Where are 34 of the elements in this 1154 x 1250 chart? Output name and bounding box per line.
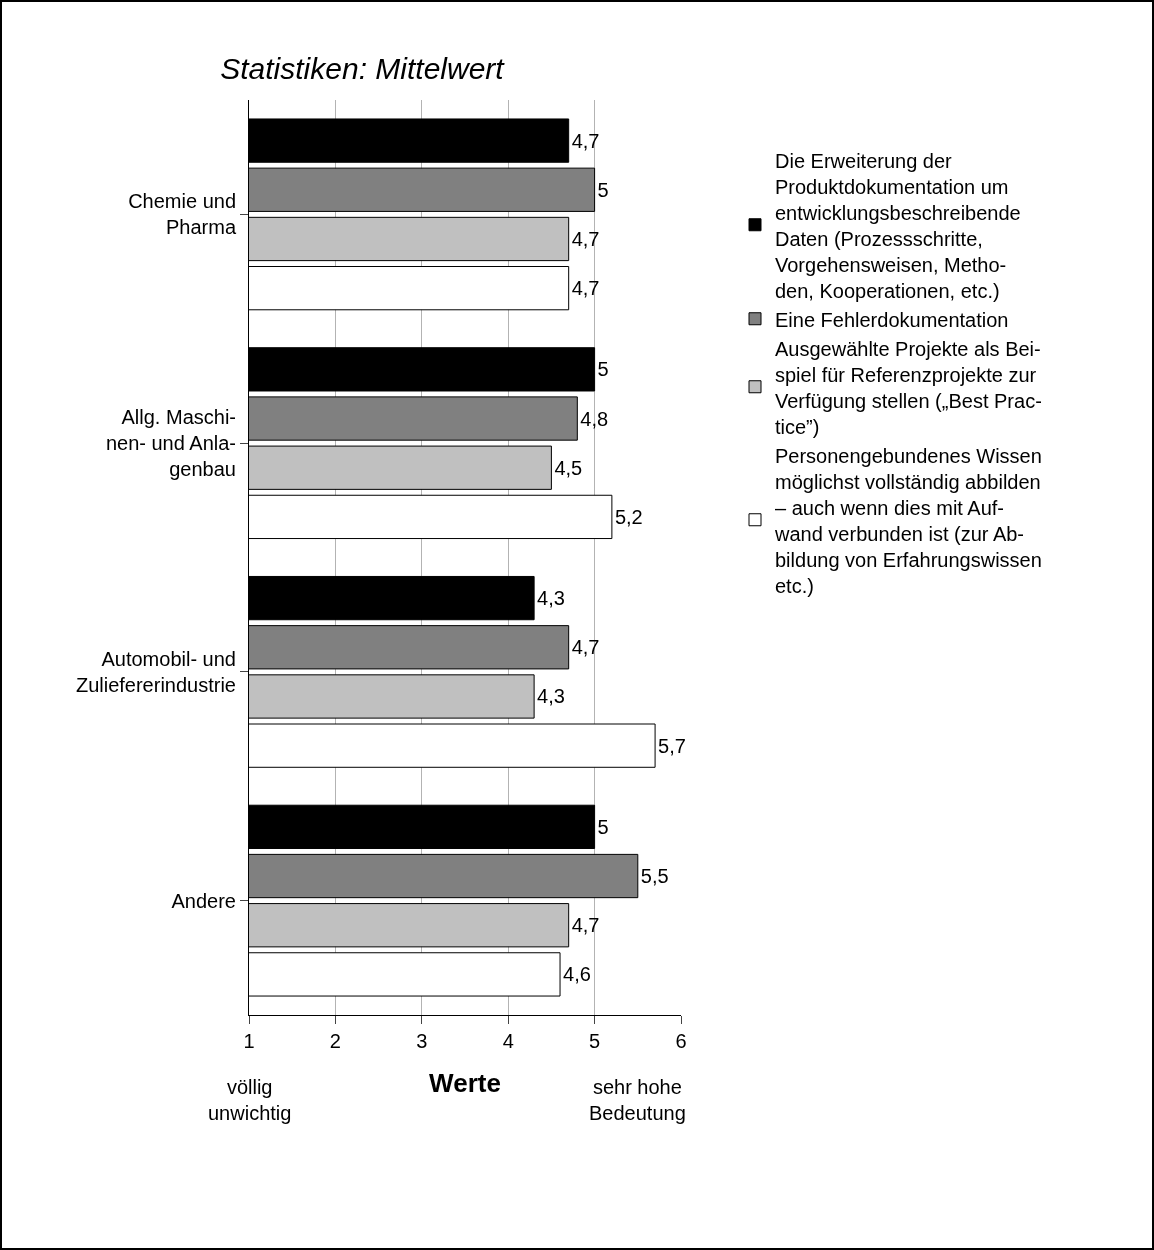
text: völlig unwichtig <box>208 1076 292 1124</box>
data-label: 4,8 <box>580 407 609 430</box>
x-tick-label: 6 <box>675 1030 687 1052</box>
data-label: 5 <box>597 178 609 201</box>
data-label: 5,5 <box>640 865 669 888</box>
data-label: 4,6 <box>563 963 591 986</box>
x-tick-label: 3 <box>416 1030 428 1052</box>
data-label: 4,7 <box>571 129 600 152</box>
data-label: 4,5 <box>554 456 583 479</box>
legend-label: Eine Fehlerdokumentation <box>775 308 1009 331</box>
x-axis-title: Werte <box>429 1067 501 1098</box>
y-tick-label: Allg. Maschi- nen- und Anla- genbau <box>105 406 236 481</box>
data-label: 4,7 <box>571 277 600 300</box>
x-tick-label: 2 <box>329 1030 341 1052</box>
y-tick-label: Chemie und Pharma <box>128 190 237 239</box>
data-label: 5 <box>597 815 609 838</box>
data-label: 4,7 <box>571 227 600 250</box>
data-label: 4,3 <box>537 685 565 708</box>
data-label: 4,7 <box>571 636 600 659</box>
y-tick-label: Andere <box>171 889 236 912</box>
data-label: 4,7 <box>571 914 600 937</box>
x-tick-label: 5 <box>589 1030 601 1052</box>
text: sehr hohe Bedeutung <box>589 1076 686 1124</box>
data-label: 4,3 <box>537 587 565 610</box>
data-label: 5,2 <box>614 505 643 528</box>
x-tick-label: 4 <box>502 1030 514 1052</box>
chart-title: Statistiken: Mittelwert <box>220 52 506 86</box>
legend-label: Die Erweiterung der Produktdokumentation um entwicklungsbeschreibende Daten (Prozessschritte, Vorgehensweisen, Metho- den, Kooperationen, etc.) <box>775 149 1021 302</box>
data-label: 5,7 <box>658 734 686 757</box>
legend-label: Personengebundenes Wissen möglichst vollständig abbilden – auch wenn dies mit Auf- wand verbunden ist (zur Ab- bildung von Erfahrungswissen etc.) <box>774 444 1042 597</box>
data-label: 5 <box>597 358 609 381</box>
x-tick-label: 1 <box>243 1030 255 1052</box>
y-tick-label: Automobil- und Zuliefererindustrie <box>75 647 236 696</box>
legend-label: Ausgewählte Projekte als Bei- spiel für Referenzprojekte zur Verfügung stellen („Best Prac- tice”) <box>775 337 1042 438</box>
